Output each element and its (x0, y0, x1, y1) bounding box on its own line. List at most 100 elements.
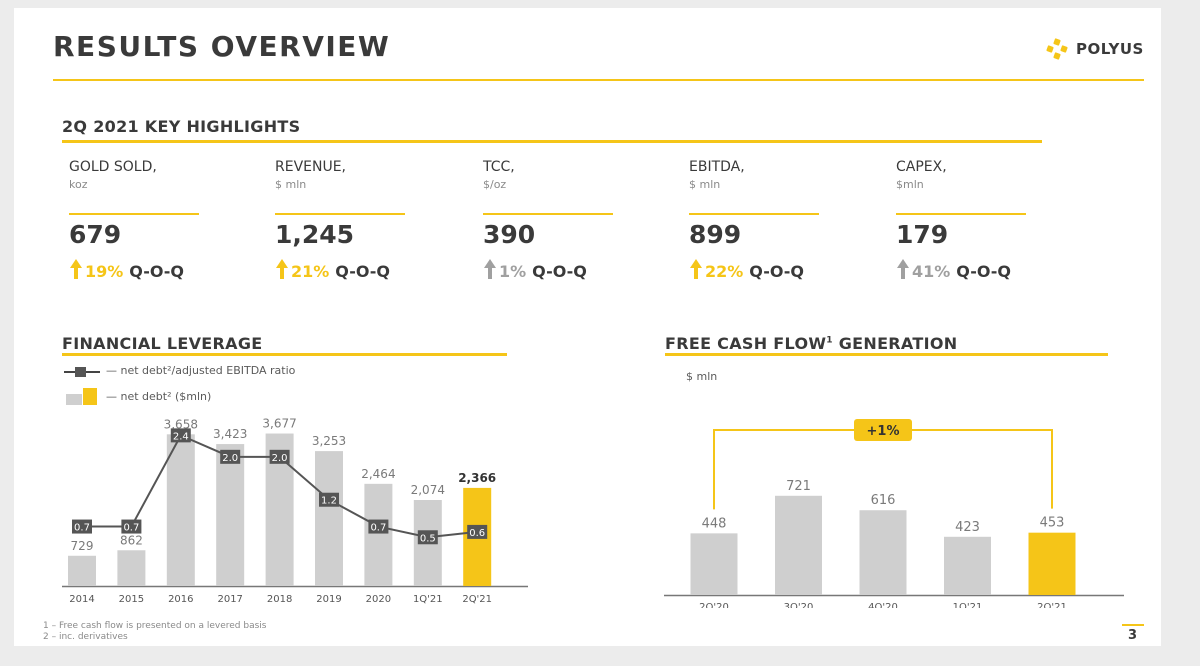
x-tick-label: 4Q'20 (868, 602, 898, 608)
kpi-label: TCC, (483, 159, 515, 175)
kpi-value: 899 (689, 220, 742, 249)
ratio-label: 1.2 (321, 496, 337, 507)
ratio-label: 0.5 (420, 533, 436, 544)
bar-legend-icon (66, 388, 97, 405)
kpi-label: EBITDA, (689, 159, 745, 175)
kpi-change-value: 21% (291, 261, 330, 281)
leverage-chart: 729 2014 862 2015 3,658 2016 3,423 2017 3,677 201… (62, 417, 528, 605)
kpi-change-suffix: Q-O-Q (129, 261, 184, 281)
x-tick-label: 1Q'21 (413, 594, 443, 605)
bar (166, 434, 195, 586)
ratio-marker (368, 519, 389, 534)
kpi-change-suffix: Q-O-Q (532, 261, 587, 281)
kpi-change-value: 19% (85, 261, 124, 281)
footnote-1: 1 – Free cash flow is presented on a lev… (43, 621, 267, 631)
ratio-marker (467, 524, 488, 539)
kpi-divider (69, 213, 199, 215)
bar (68, 555, 96, 586)
ratio-label: 0.7 (74, 523, 90, 534)
bar-value-label: 862 (120, 533, 143, 547)
kpi-change-value: 22% (705, 261, 744, 281)
ratio-label: 2.0 (222, 453, 238, 464)
bar-value-label: 3,658 (164, 417, 198, 431)
kpi-change: 41% Q-O-Q (896, 258, 1011, 284)
x-tick-label: 2015 (119, 594, 144, 605)
kpi-value: 1,245 (275, 220, 355, 249)
x-tick-label: 2Q'21 (462, 594, 492, 605)
bar (117, 550, 146, 586)
x-tick-label: 2020 (366, 594, 391, 605)
kpi-divider (483, 213, 613, 215)
line-legend: — net debt²/adjusted EBITDA ratio (106, 364, 296, 377)
page-number: 3 (1128, 628, 1138, 643)
arrow-up-icon (69, 258, 83, 284)
bar-value-label: 721 (786, 479, 811, 494)
logo-text: POLYUS (1076, 40, 1144, 58)
arrow-up-icon (896, 258, 910, 284)
bar (859, 510, 907, 595)
ratio-label: 0.6 (469, 528, 485, 539)
kpi-change-suffix: Q-O-Q (956, 261, 1011, 281)
kpi-change-suffix: Q-O-Q (749, 261, 804, 281)
kpi-divider (275, 213, 405, 215)
leverage-divider (62, 353, 507, 356)
bar-value-label: 3,253 (312, 434, 346, 448)
fcf-divider (665, 353, 1108, 356)
kpi-unit: koz (69, 178, 88, 191)
bar-value-label: 3,423 (213, 427, 247, 441)
kpi-label: CAPEX, (896, 159, 947, 175)
page-title: RESULTS OVERVIEW (53, 30, 391, 63)
title-divider (53, 79, 1144, 81)
bar-value-label: 423 (955, 520, 980, 535)
ratio-marker (72, 519, 92, 534)
bar-value-label: 2,366 (458, 471, 496, 485)
x-tick-label: 2016 (168, 594, 193, 605)
bar (1028, 532, 1076, 595)
highlights-divider (62, 140, 1042, 143)
bar (775, 495, 822, 595)
kpi-label: GOLD SOLD, (69, 159, 157, 175)
slide: RESULTS OVERVIEW POLYUS 2Q 2021 KEY HIGH… (14, 8, 1161, 646)
fcf-chart: 448 2Q'20 721 3Q'20 616 4Q'20 423 1Q'21 453 2Q'21… (664, 419, 1124, 608)
x-tick-label: 2Q'20 (699, 602, 729, 608)
fcf-title: FREE CASH FLOW1 GENERATION (665, 334, 958, 353)
kpi-value: 179 (896, 220, 949, 249)
arrow-up-icon (689, 258, 703, 284)
page-number-rule (1122, 624, 1144, 626)
highlights-title: 2Q 2021 KEY HIGHLIGHTS (62, 117, 301, 136)
growth-badge (854, 419, 912, 441)
x-tick-label: 2018 (267, 594, 292, 605)
bar (216, 444, 245, 586)
kpi-unit: $mln (896, 178, 924, 191)
ratio-label: 0.7 (123, 523, 139, 534)
kpi-value: 390 (483, 220, 536, 249)
kpi-label: REVENUE, (275, 159, 347, 175)
bar-legend: — net debt² ($mln) (106, 390, 212, 403)
growth-badge-label: +1% (867, 424, 900, 439)
bar (364, 483, 393, 586)
arrow-up-icon (483, 258, 497, 284)
bar-value-label: 2,464 (361, 467, 395, 481)
ratio-marker (269, 449, 290, 464)
kpi-divider (689, 213, 819, 215)
ratio-marker (121, 519, 142, 534)
x-tick-label: 2017 (217, 594, 242, 605)
polyus-logo: POLYUS (1046, 38, 1144, 60)
x-tick-label: 2014 (69, 594, 94, 605)
kpi-change: 22% Q-O-Q (689, 258, 804, 284)
kpi-unit: $ mln (275, 178, 307, 191)
x-tick-label: 3Q'20 (784, 602, 814, 608)
bar-value-label: 3,677 (262, 417, 296, 431)
bar (690, 533, 738, 595)
kpi-change-value: 1% (499, 261, 527, 281)
kpi-unit: $ mln (689, 178, 721, 191)
bar-legend-label: net debt² ($mln) (120, 390, 212, 403)
kpi-divider (896, 213, 1026, 215)
ratio-label: 2.4 (173, 431, 189, 442)
kpi-value: 679 (69, 220, 122, 249)
x-tick-label: 2Q'21 (1037, 602, 1067, 608)
line-legend-icon (64, 367, 100, 377)
ratio-marker (220, 449, 241, 464)
bar-value-label: 616 (871, 493, 896, 508)
kpi-change: 1% Q-O-Q (483, 258, 587, 284)
